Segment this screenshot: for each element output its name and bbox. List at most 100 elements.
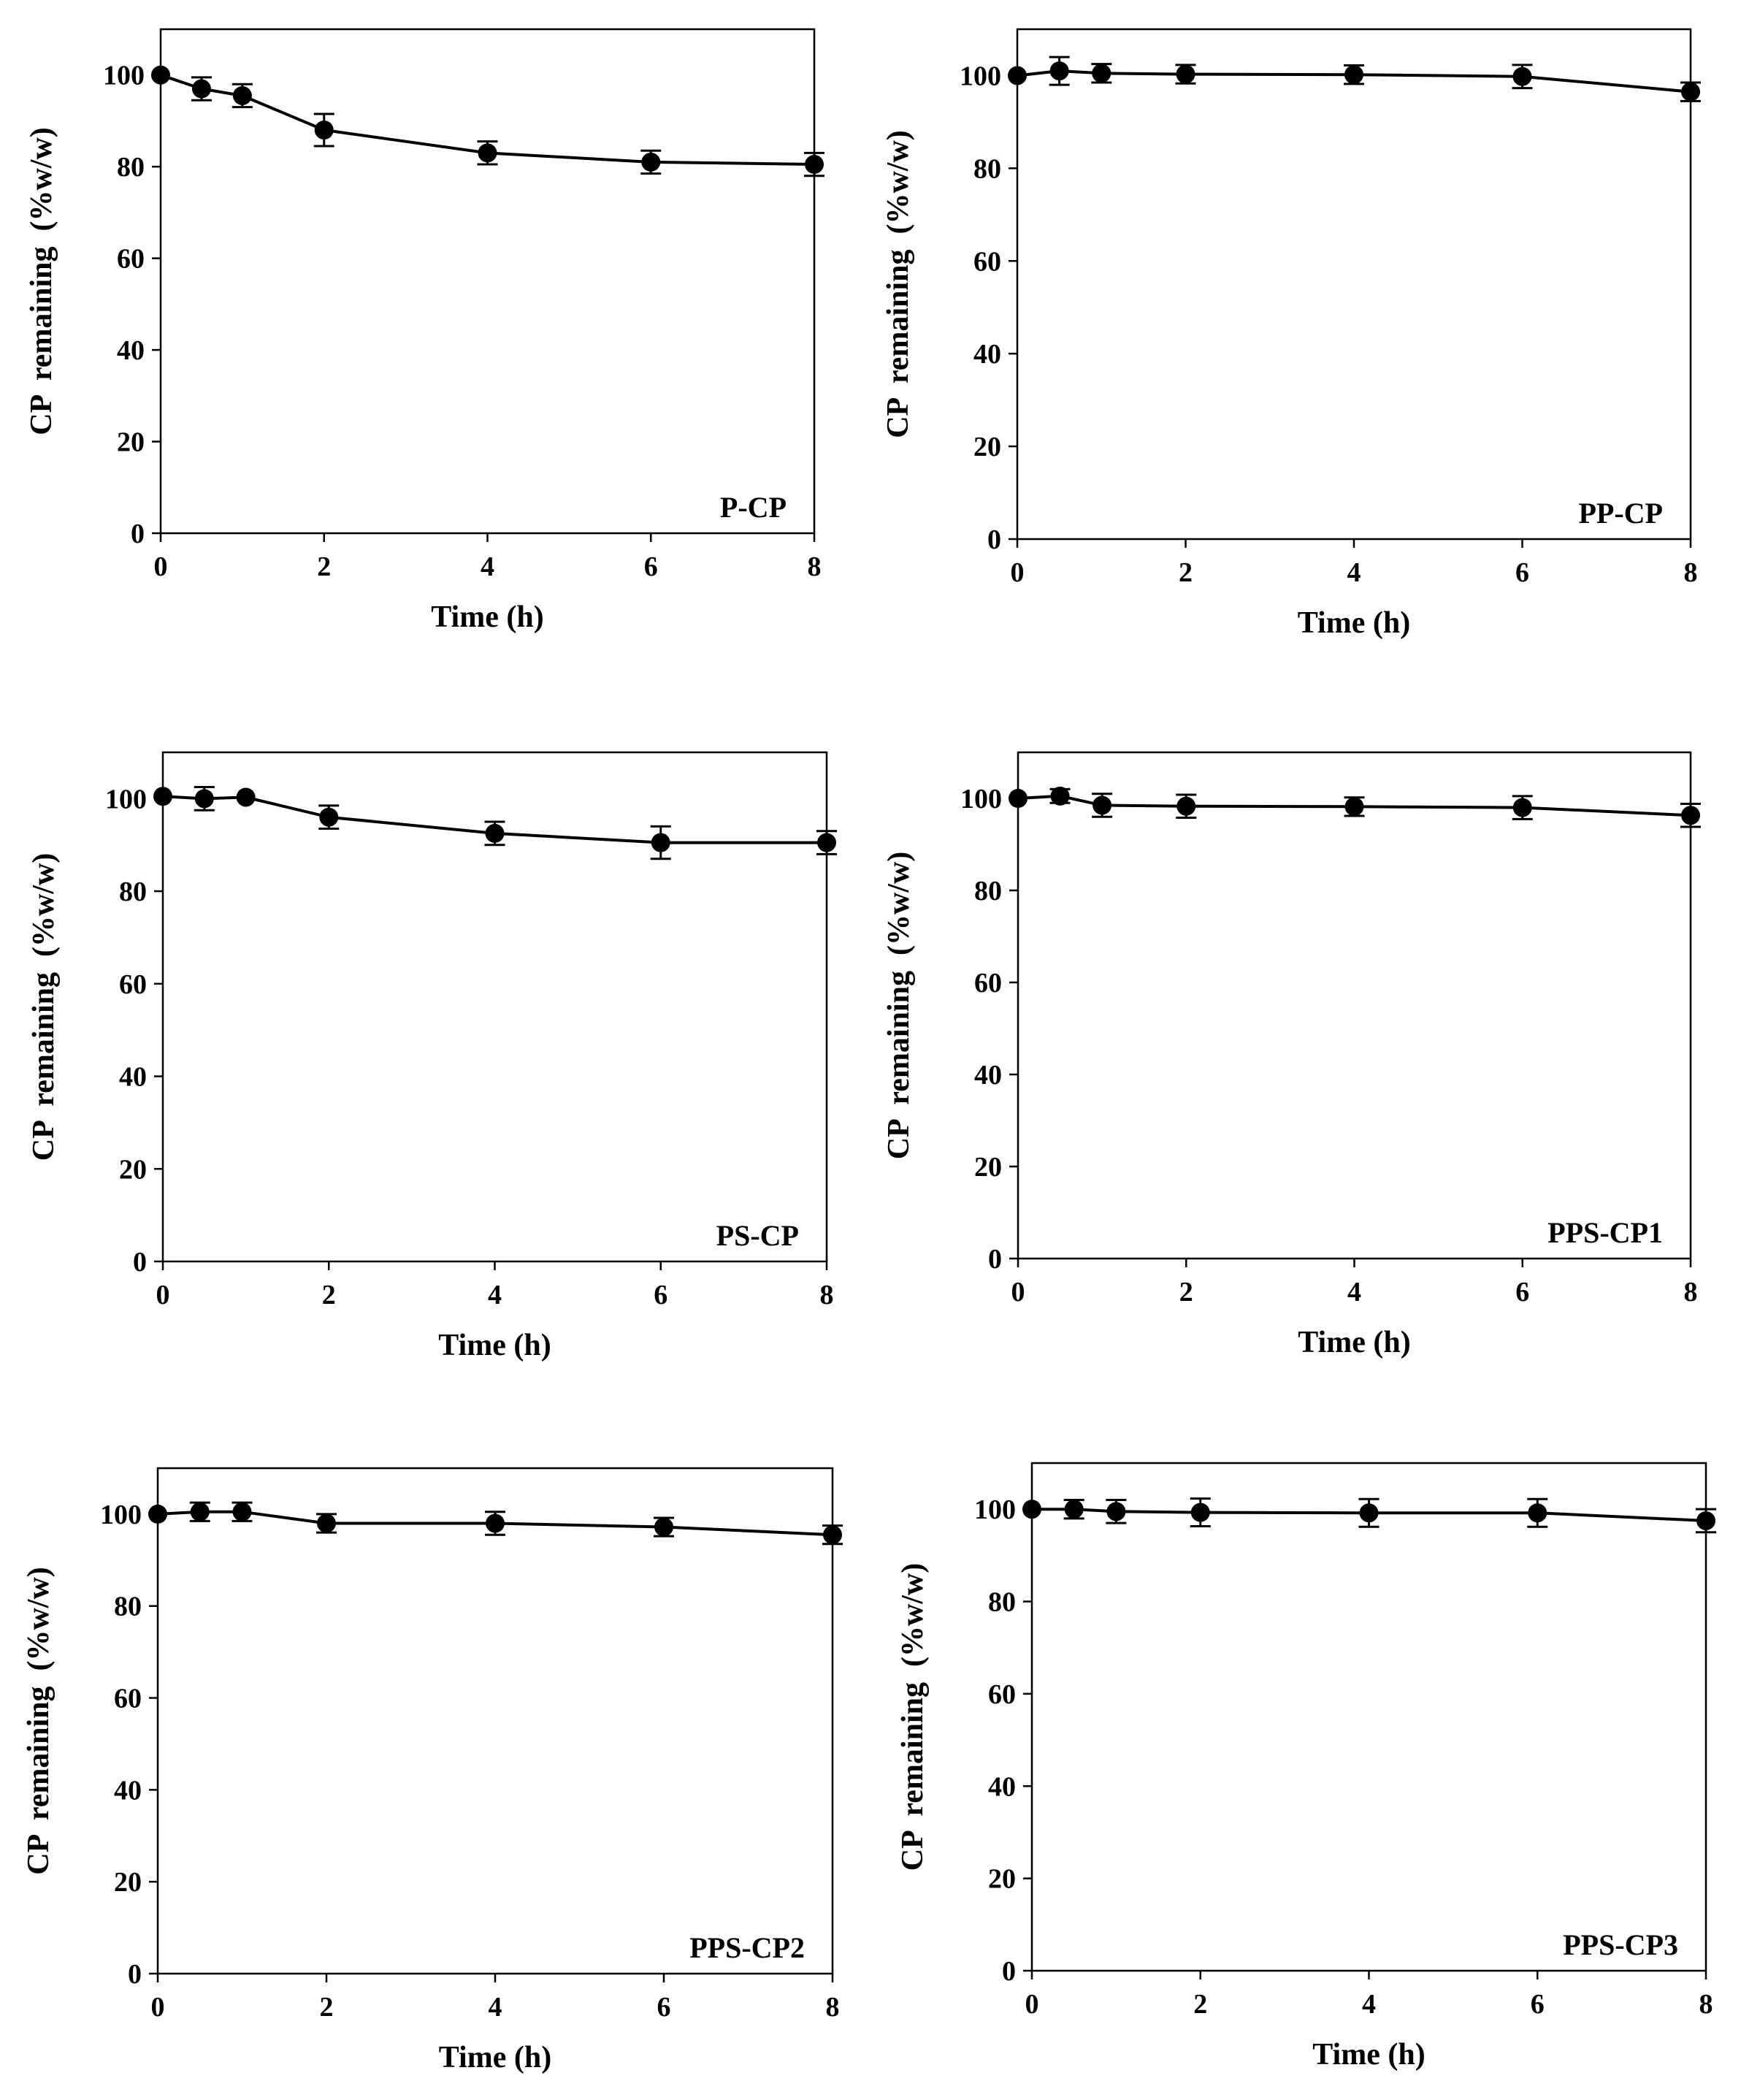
x-tick-label: 8 — [808, 551, 822, 582]
x-tick-label: 0 — [156, 1280, 170, 1310]
x-tick-label: 2 — [320, 1992, 334, 2023]
data-point — [1050, 786, 1070, 806]
x-axis-title: Time (h) — [438, 1329, 551, 1362]
y-tick-label: 60 — [973, 246, 1001, 277]
y-tick-label: 0 — [131, 519, 145, 549]
data-point — [1064, 1500, 1084, 1519]
data-point — [1344, 65, 1363, 85]
data-point — [1528, 1503, 1547, 1523]
x-tick-label: 4 — [1347, 1277, 1361, 1307]
x-tick-label: 8 — [820, 1280, 834, 1310]
y-tick-label: 0 — [1002, 1956, 1016, 1987]
x-tick-label: 0 — [1011, 557, 1025, 588]
x-tick-label: 6 — [1515, 557, 1529, 588]
plot-frame — [159, 28, 816, 535]
y-tick-label: 20 — [114, 1867, 142, 1898]
panel-label: PP-CP — [1578, 497, 1663, 530]
data-point — [1190, 1503, 1210, 1522]
x-tick-label: 8 — [1684, 557, 1698, 588]
data-point — [805, 155, 824, 175]
x-axis-title: Time (h) — [1298, 606, 1410, 640]
chart-panel-2: 0 20 40 60 80 100 0 2 4 6 8 Time (h) CP remaining (%… — [881, 28, 1701, 640]
x-tick-label: 4 — [1362, 1989, 1376, 2020]
data-point — [1512, 798, 1532, 817]
y-tick-label: 40 — [117, 335, 145, 366]
chart-panel-4: 0 20 40 60 80 100 0 2 4 6 8 Time (h) CP remaining (%… — [882, 751, 1701, 1359]
data-point — [1049, 61, 1069, 81]
data-point — [1106, 1502, 1126, 1521]
data-point — [190, 1502, 210, 1521]
x-tick-label: 0 — [1011, 1277, 1025, 1307]
y-tick-label: 0 — [133, 1247, 147, 1278]
x-tick-label: 6 — [1531, 1989, 1545, 2020]
y-tick-label: 100 — [100, 1500, 142, 1530]
y-tick-label: 100 — [960, 784, 1002, 814]
y-tick-label: 60 — [114, 1684, 142, 1714]
chart-panel-1: 0 20 40 60 80 100 0 2 4 6 8 Time (h) CP remaining (%… — [25, 28, 824, 634]
y-axis-title: CP remaining (%w/w) — [882, 852, 916, 1160]
y-tick-label: 100 — [974, 1494, 1016, 1525]
y-tick-label: 0 — [987, 524, 1001, 555]
y-tick-label: 100 — [105, 784, 147, 814]
data-point — [1681, 806, 1700, 825]
data-point — [317, 1513, 336, 1533]
x-tick-label: 4 — [488, 1280, 502, 1310]
y-tick-label: 20 — [988, 1864, 1016, 1895]
y-tick-label: 60 — [988, 1679, 1016, 1710]
data-point — [148, 1504, 167, 1524]
y-tick-label: 40 — [988, 1771, 1016, 1802]
data-point — [1696, 1511, 1715, 1530]
panel-label: PPS-CP2 — [689, 1931, 805, 1964]
data-point — [486, 1513, 505, 1533]
y-tick-label: 80 — [974, 876, 1002, 906]
y-axis-title: CP remaining (%w/w) — [881, 130, 915, 438]
chart-panel-5: 0 20 40 60 80 100 0 2 4 6 8 Time (h) CP remaining (%… — [22, 1467, 843, 2074]
data-point — [314, 121, 334, 140]
x-tick-label: 8 — [1699, 1989, 1713, 2020]
panel-label: PPS-CP3 — [1563, 1928, 1678, 1961]
x-tick-label: 8 — [826, 1992, 840, 2023]
data-point — [191, 79, 211, 99]
x-tick-label: 4 — [1347, 557, 1361, 588]
x-tick-label: 0 — [154, 551, 168, 582]
plot-frame — [156, 1467, 834, 1975]
y-tick-label: 60 — [119, 969, 147, 1000]
data-point — [151, 65, 170, 85]
y-tick-label: 0 — [128, 1959, 142, 1990]
y-tick-label: 20 — [973, 432, 1001, 462]
y-tick-label: 60 — [117, 244, 145, 275]
x-tick-label: 2 — [317, 551, 331, 582]
x-tick-label: 6 — [654, 1280, 667, 1310]
data-point — [1512, 66, 1532, 86]
x-tick-label: 8 — [1684, 1277, 1698, 1307]
y-axis-title: CP remaining (%w/w) — [25, 127, 58, 435]
x-axis-title: Time (h) — [431, 600, 543, 634]
data-point — [1681, 82, 1700, 102]
x-tick-label: 2 — [1179, 557, 1193, 588]
y-tick-label: 40 — [974, 1060, 1002, 1091]
y-tick-label: 40 — [973, 339, 1001, 370]
y-axis-title: CP remaining (%w/w) — [896, 1563, 930, 1871]
data-point — [817, 833, 836, 852]
y-tick-label: 80 — [119, 877, 147, 907]
data-point — [1176, 64, 1195, 84]
data-point — [1093, 795, 1112, 815]
y-tick-label: 80 — [114, 1592, 142, 1622]
data-point — [232, 1502, 252, 1521]
data-point — [153, 787, 172, 806]
chart-panel-6: 0 20 40 60 80 100 0 2 4 6 8 Time (h) CP remaining (%… — [896, 1462, 1716, 2072]
y-axis-title: CP remaining (%w/w) — [22, 1567, 56, 1875]
data-point — [319, 807, 339, 827]
x-axis-title: Time (h) — [1298, 1326, 1410, 1359]
x-axis-title: Time (h) — [439, 2041, 551, 2074]
data-point — [232, 85, 252, 105]
data-point — [194, 789, 214, 809]
y-axis-title: CP remaining (%w/w) — [27, 853, 61, 1161]
y-tick-label: 100 — [103, 61, 145, 91]
data-point — [485, 823, 505, 843]
x-tick-label: 2 — [322, 1280, 336, 1310]
data-point — [1344, 797, 1364, 817]
x-tick-label: 0 — [1025, 1989, 1039, 2020]
plot-frame — [1017, 751, 1692, 1260]
y-tick-label: 20 — [119, 1154, 147, 1185]
